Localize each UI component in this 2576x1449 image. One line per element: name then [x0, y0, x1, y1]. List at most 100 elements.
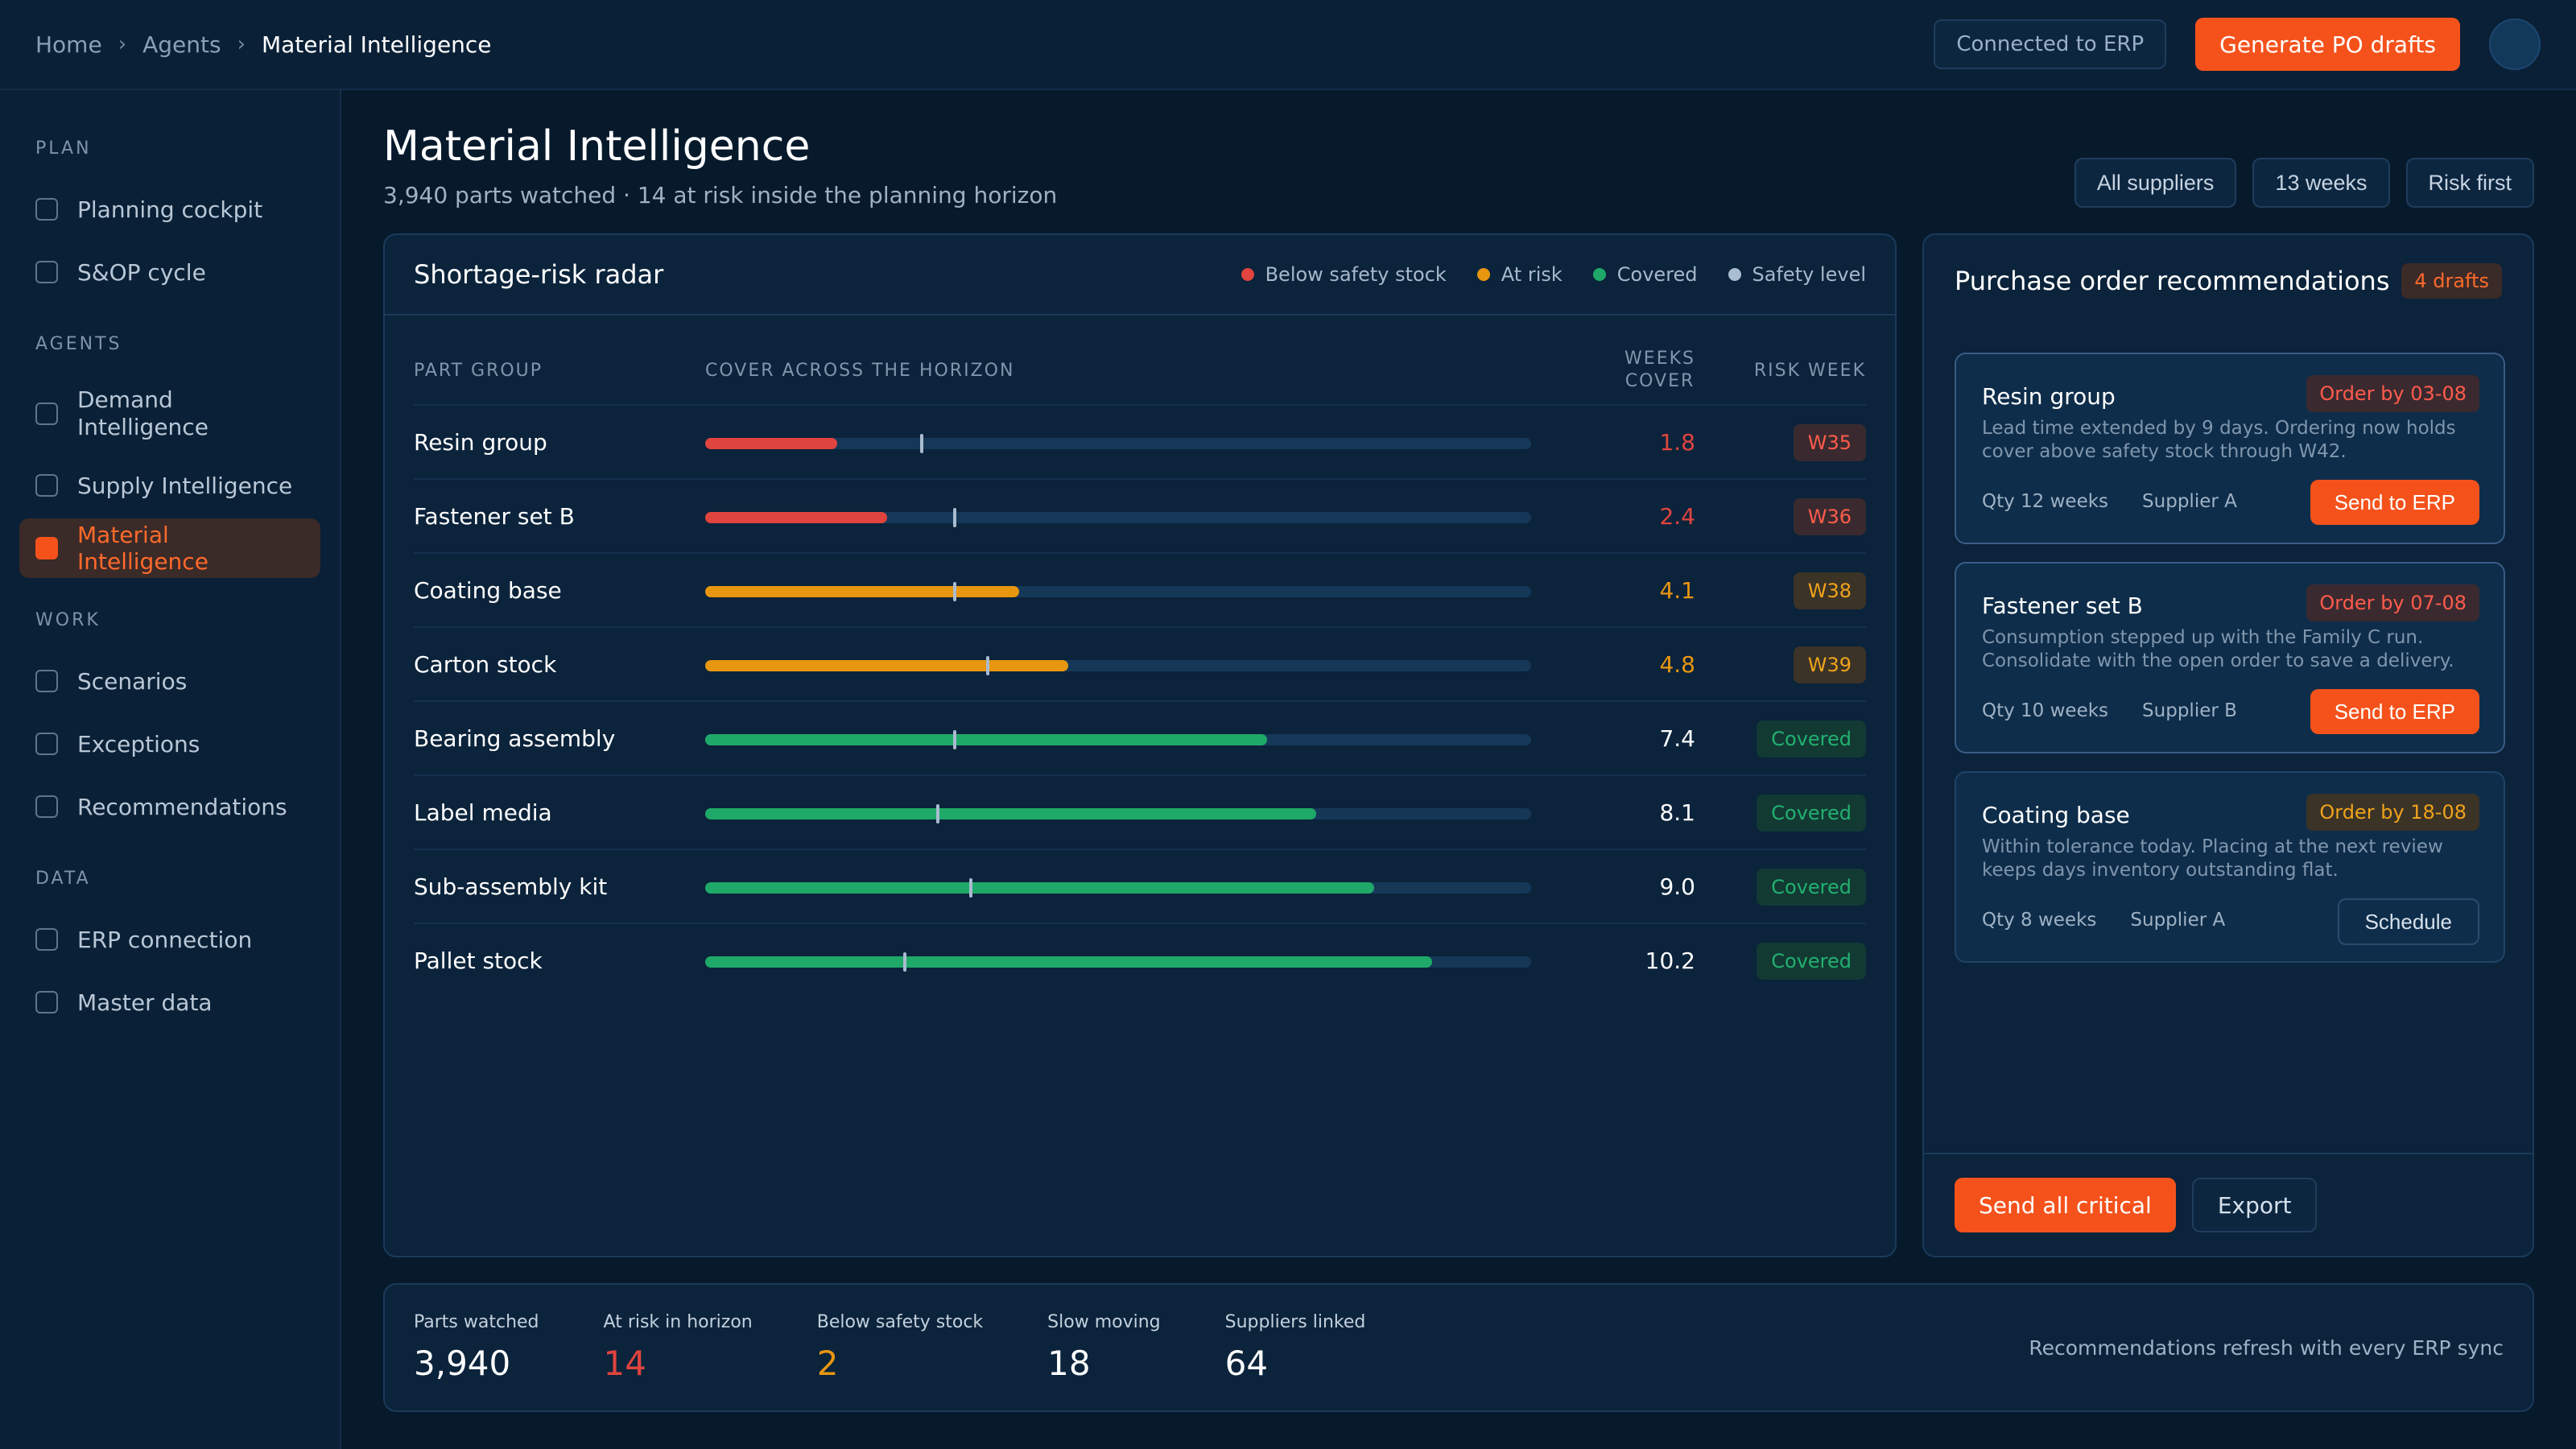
sidebar-item-sop-cycle[interactable]: S&OP cycle — [19, 242, 320, 302]
send-to-erp-button[interactable]: Send to ERP — [2310, 480, 2479, 525]
sort-filter[interactable]: Risk first — [2405, 158, 2534, 208]
cover-track — [705, 878, 1531, 898]
breadcrumb: Home › Agents › Material Intelligence — [35, 31, 492, 58]
stat-value: 2 — [816, 1344, 839, 1383]
radar-row[interactable]: Sub-assembly kit 9.0 Covered — [414, 848, 1866, 923]
stat-value: 14 — [603, 1344, 646, 1383]
po-card[interactable]: Fastener set B Order by 07-08 Consumptio… — [1955, 562, 2505, 753]
po-panel-title: Purchase order recommendations — [1955, 266, 2390, 296]
refresh-note: Recommendations refresh with every ERP s… — [2029, 1335, 2504, 1360]
safety-level-marker — [936, 804, 939, 824]
safety-level-marker — [953, 582, 956, 601]
top-bar: Home › Agents › Material Intelligence Co… — [0, 0, 2576, 90]
radar-row[interactable]: Fastener set B 2.4 W36 — [414, 478, 1866, 552]
legend-item: At risk — [1476, 263, 1563, 286]
order-by-badge: Order by 18-08 — [2306, 794, 2479, 831]
radar-row[interactable]: Carton stock 4.8 W39 — [414, 626, 1866, 700]
legend-dot-icon — [1728, 268, 1741, 281]
safety-level-marker — [953, 508, 956, 527]
sidebar: PLAN Planning cockpit S&OP cycle AGENTS … — [0, 90, 341, 1449]
nav-square-icon — [35, 402, 58, 425]
radar-table-header: PART GROUP COVER ACROSS THE HORIZON WEEK… — [414, 348, 1866, 396]
po-card-supplier: Supplier A — [2130, 910, 2226, 931]
sidebar-item-demand-intelligence[interactable]: Demand Intelligence — [19, 375, 320, 452]
po-card-qty: Qty 8 weeks — [1982, 910, 2097, 931]
stat-at-risk: At risk in horizon 14 — [604, 1312, 753, 1383]
send-to-erp-button[interactable]: Send to ERP — [2310, 689, 2479, 734]
risk-week-badge: W35 — [1793, 424, 1866, 461]
stat-value: 3,940 — [414, 1344, 511, 1383]
cover-bar — [705, 512, 887, 523]
legend-dot-icon — [1592, 268, 1606, 281]
nav-square-icon — [35, 198, 58, 221]
horizon-filter[interactable]: 13 weeks — [2252, 158, 2390, 208]
stat-suppliers-linked: Suppliers linked 64 — [1225, 1312, 1366, 1383]
risk-week-badge: W38 — [1793, 572, 1866, 609]
column-header-weeks-line1: WEEKS — [1624, 349, 1695, 369]
stat-below-safety: Below safety stock 2 — [817, 1312, 983, 1383]
nav-square-icon — [35, 928, 58, 951]
supplier-filter[interactable]: All suppliers — [2074, 158, 2237, 208]
radar-row[interactable]: Resin group 1.8 W35 — [414, 404, 1866, 478]
stat-label: Below safety stock — [816, 1312, 984, 1332]
sidebar-item-label: Demand Intelligence — [77, 386, 208, 440]
avatar[interactable] — [2489, 19, 2541, 70]
radar-row[interactable]: Coating base 4.1 W38 — [414, 552, 1866, 626]
sidebar-section-agents: AGENTS — [35, 334, 122, 354]
radar-row[interactable]: Pallet stock 10.2 Covered — [414, 923, 1866, 997]
sidebar-item-supply-intelligence[interactable]: Supply Intelligence — [19, 456, 320, 515]
sidebar-item-planning-cockpit[interactable]: Planning cockpit — [19, 180, 320, 239]
risk-week-badge: Covered — [1757, 869, 1866, 906]
sidebar-item-scenarios[interactable]: Scenarios — [19, 651, 320, 711]
po-card-description: Consumption stepped up with the Family C… — [1982, 627, 2454, 671]
po-card[interactable]: Resin group Order by 03-08 Lead time ext… — [1955, 353, 2505, 544]
po-card-description: Within tolerance today. Placing at the n… — [1982, 836, 2443, 881]
breadcrumb-agents[interactable]: Agents — [142, 31, 221, 58]
radar-row[interactable]: Bearing assembly 7.4 Covered — [414, 700, 1866, 774]
weeks-cover-value: 1.8 — [1659, 429, 1695, 456]
cover-bar — [705, 586, 1019, 597]
sidebar-item-recommendations[interactable]: Recommendations — [19, 777, 320, 836]
po-card-title: Coating base — [1982, 802, 2130, 828]
sidebar-item-master-data[interactable]: Master data — [19, 972, 320, 1032]
radar-title: Shortage-risk radar — [414, 259, 664, 290]
risk-week-badge: Covered — [1757, 795, 1866, 832]
po-card[interactable]: Coating base Order by 18-08 Within toler… — [1955, 771, 2505, 963]
safety-level-marker — [986, 656, 989, 675]
nav-square-icon — [35, 795, 58, 818]
export-button[interactable]: Export — [2191, 1178, 2318, 1232]
radar-row[interactable]: Label media 8.1 Covered — [414, 774, 1866, 848]
breadcrumb-home[interactable]: Home — [35, 31, 102, 58]
sidebar-item-label: ERP connection — [77, 926, 253, 953]
nav-square-icon — [35, 261, 58, 283]
weeks-cover-value: 4.8 — [1659, 651, 1695, 678]
sidebar-item-exceptions[interactable]: Exceptions — [19, 714, 320, 774]
stat-parts-watched: Parts watched 3,940 — [414, 1312, 539, 1383]
sidebar-item-label: Supply Intelligence — [77, 472, 293, 499]
page-subtitle: 3,940 parts watched · 14 at risk inside … — [383, 182, 1058, 208]
order-by-badge: Order by 03-08 — [2306, 375, 2479, 412]
radar-rows: Resin group 1.8 W35 Fastener set B 2.4 W36 Coa… — [414, 404, 1866, 997]
sidebar-item-erp-connection[interactable]: ERP connection — [19, 910, 320, 969]
weeks-cover-value: 2.4 — [1659, 503, 1695, 530]
nav-square-icon — [35, 733, 58, 755]
cover-track — [705, 582, 1531, 601]
shortage-risk-radar: Shortage-risk radar Below safety stock A… — [383, 233, 1897, 1257]
legend-dot-icon — [1476, 268, 1490, 281]
send-all-critical-button[interactable]: Send all critical — [1955, 1178, 2176, 1232]
sidebar-item-label: Planning cockpit — [77, 196, 263, 223]
sidebar-item-label: Exceptions — [77, 730, 200, 758]
nav-square-icon — [35, 474, 58, 497]
page-title: Material Intelligence — [383, 122, 811, 171]
generate-po-drafts-button[interactable]: Generate PO drafts — [2195, 18, 2460, 71]
schedule-button[interactable]: Schedule — [2337, 898, 2479, 945]
po-recommendations-panel: Purchase order recommendations 4 drafts … — [1922, 233, 2534, 1257]
sidebar-item-material-intelligence[interactable]: Material Intelligence — [19, 518, 320, 578]
part-group-name: Coating base — [414, 577, 562, 604]
erp-status-button[interactable]: Connected to ERP — [1934, 19, 2167, 69]
safety-level-marker — [953, 730, 956, 749]
legend-item: Below safety stock — [1241, 263, 1447, 286]
part-group-name: Sub-assembly kit — [414, 873, 608, 900]
column-header-part: PART GROUP — [414, 361, 543, 381]
weeks-cover-value: 10.2 — [1645, 947, 1695, 974]
